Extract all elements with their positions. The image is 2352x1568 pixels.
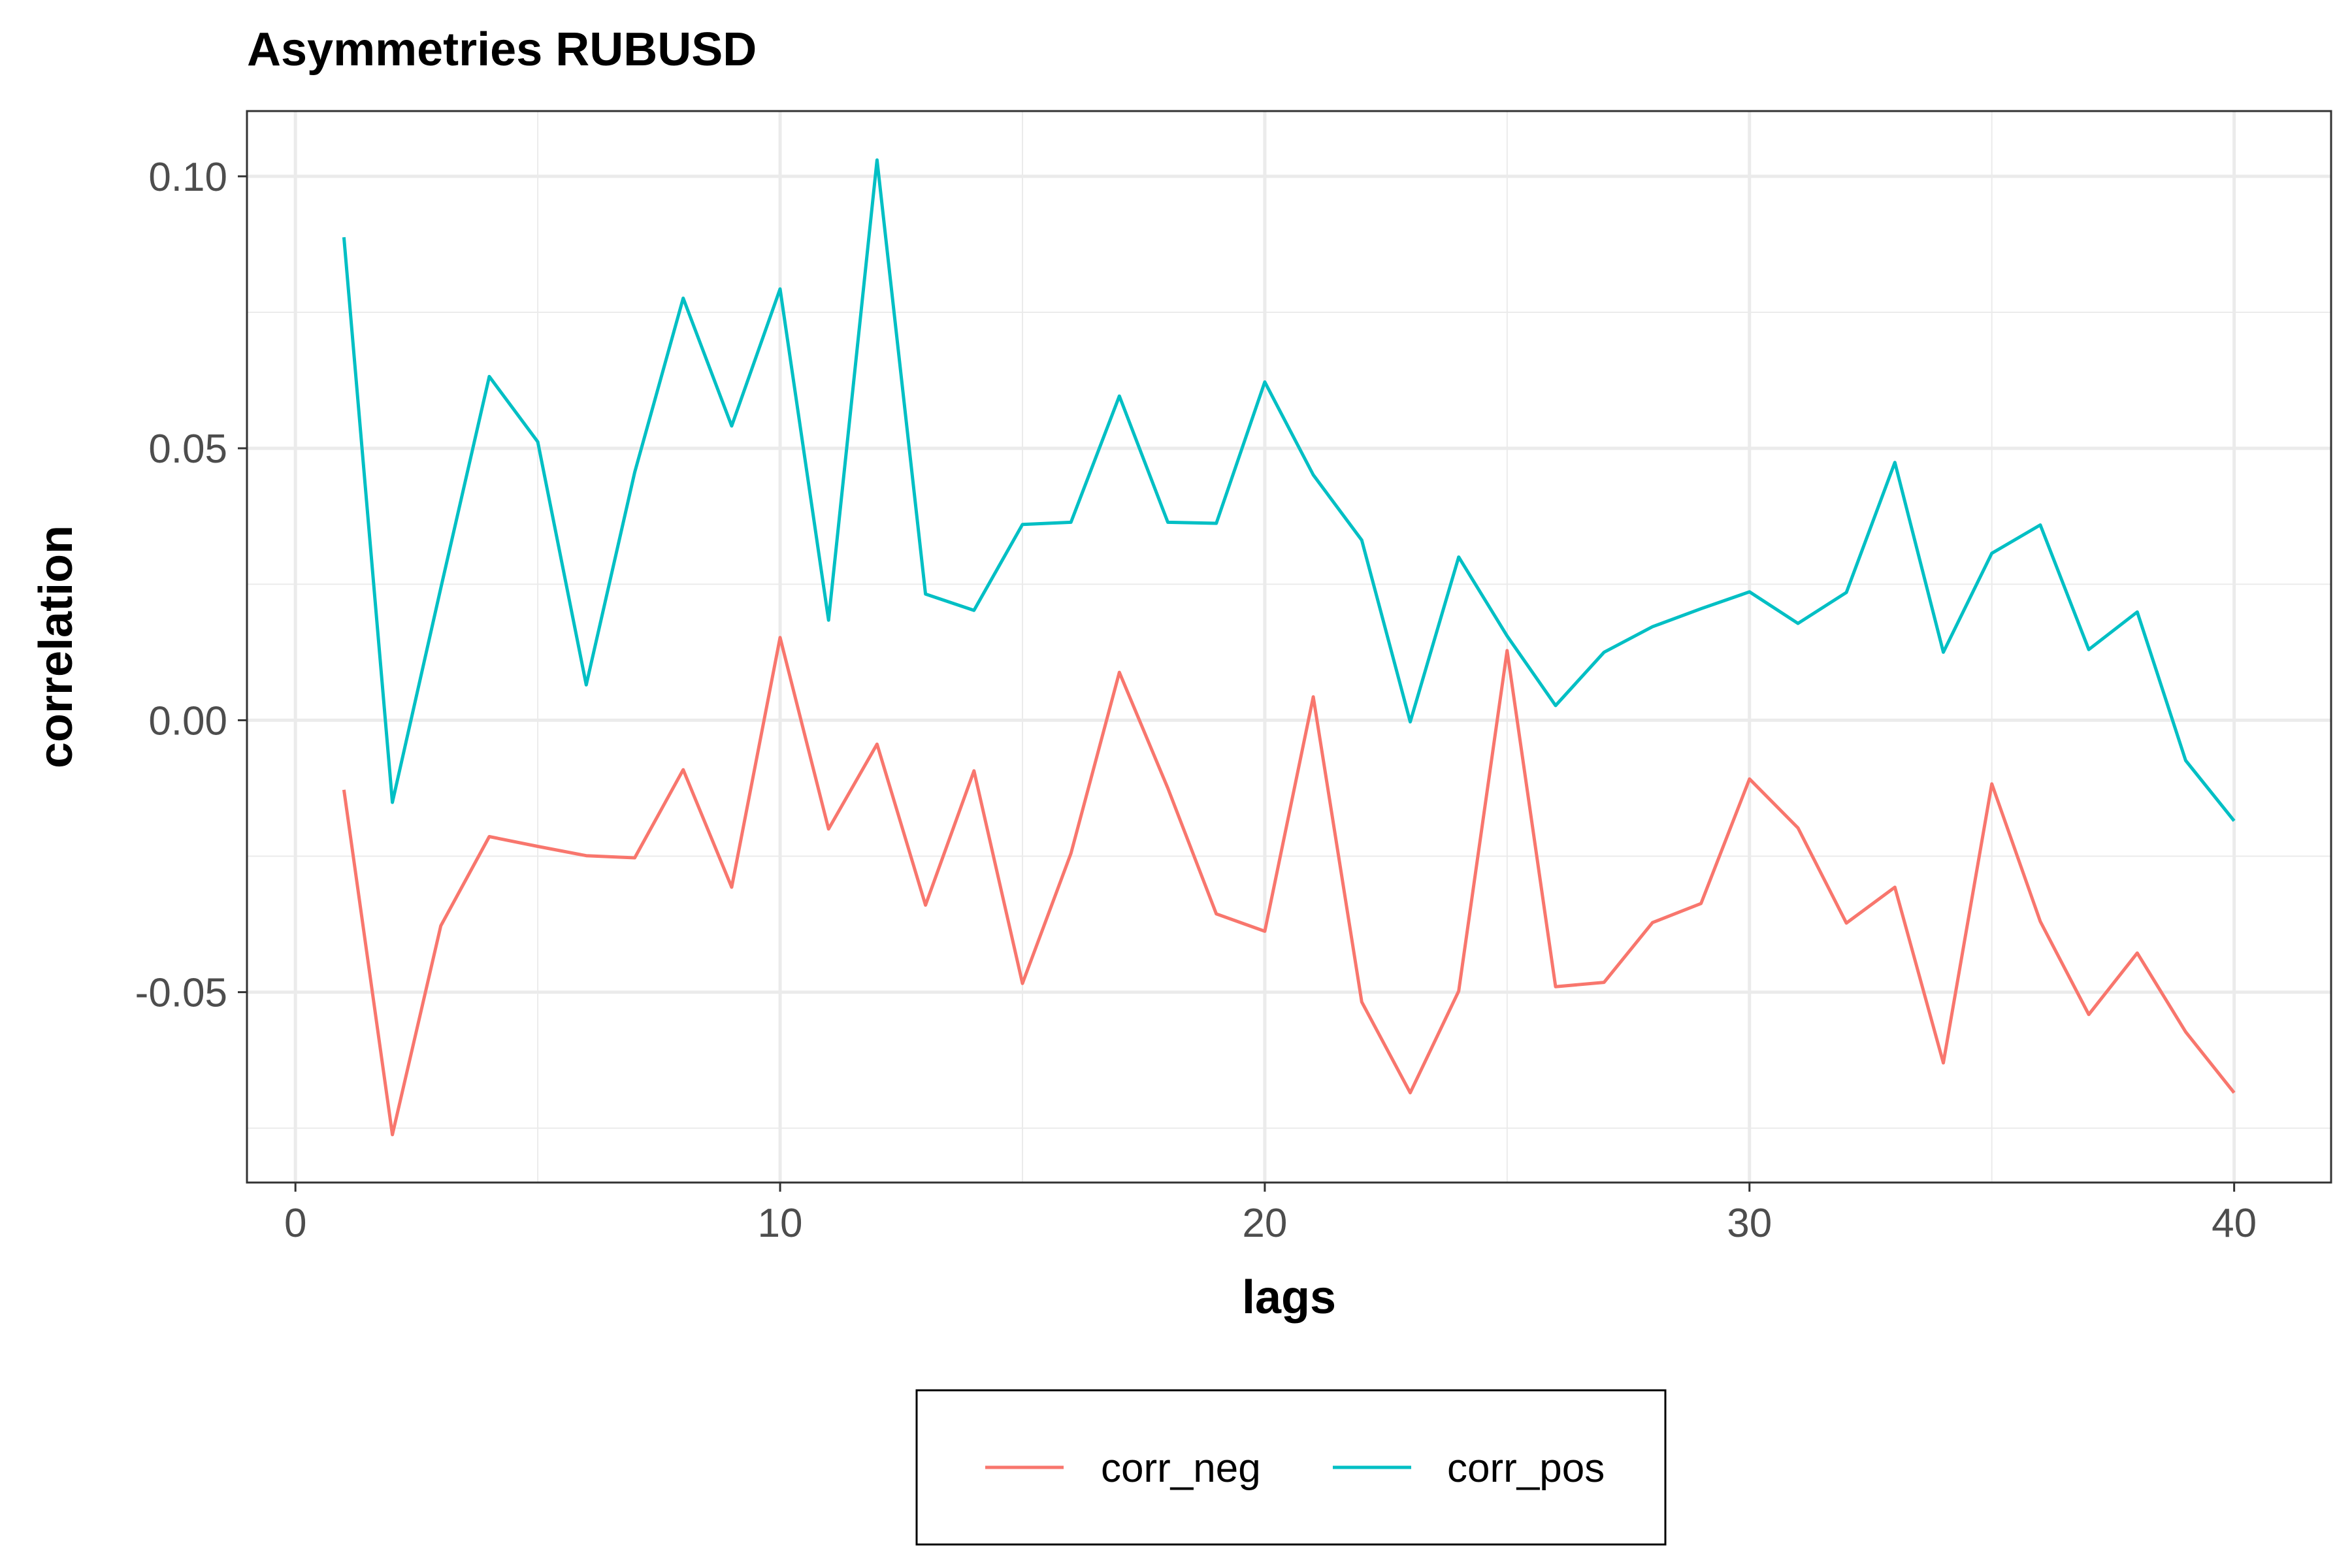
x-tick-label: 20 xyxy=(1242,1201,1287,1246)
x-axis-title: lags xyxy=(1242,1271,1336,1324)
legend: corr_neg corr_pos xyxy=(915,1389,1667,1546)
y-tick-label: -0.05 xyxy=(135,971,227,1016)
series-line-corr_pos xyxy=(342,158,2236,822)
legend-label-corr_pos: corr_pos xyxy=(1447,1446,1605,1491)
chart-title: Asymmetries RUBUSD xyxy=(247,24,757,76)
x-tick-label: 10 xyxy=(758,1201,803,1246)
legend-label-corr_neg: corr_neg xyxy=(1101,1446,1261,1491)
x-tick-label: 40 xyxy=(2212,1201,2257,1246)
y-tick-label: 0.00 xyxy=(148,698,227,743)
series-line-corr_neg xyxy=(342,636,2236,1137)
y-tick-label: 0.10 xyxy=(148,155,227,200)
x-tick-label: 0 xyxy=(284,1201,306,1246)
series-lines xyxy=(342,158,2236,1137)
grid-minor xyxy=(247,111,2331,1183)
x-tick-label: 30 xyxy=(1727,1201,1772,1246)
axis-ticks: 0 10 20 30 40 -0.05 0.00 0.05 0.10 xyxy=(135,155,2257,1246)
y-axis-title: correlation xyxy=(30,525,82,768)
plot-panel-border xyxy=(246,110,2332,1184)
y-tick-label: 0.05 xyxy=(148,427,227,472)
grid-major xyxy=(247,111,2331,1183)
